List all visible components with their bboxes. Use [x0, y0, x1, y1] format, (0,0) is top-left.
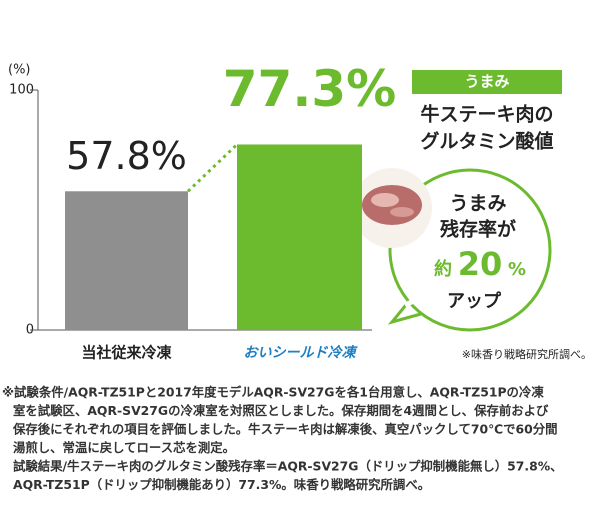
bubble-text: アップ	[447, 290, 502, 312]
value-label: 57.8%	[66, 134, 187, 178]
source: ※味香り戦略研究所調べ。	[462, 347, 592, 361]
connector	[186, 143, 239, 193]
y-axis-label: (%)	[8, 63, 31, 78]
bubble-unit: %	[508, 259, 526, 280]
x-tick-label: おいシールド冷凍	[244, 344, 359, 361]
footnote-line: 保存後にそれぞれの項目を評価しました。牛ステーキ肉は解凍後、真空パックして70℃…	[12, 422, 558, 437]
bubble-text: うまみ	[449, 193, 506, 215]
bar	[65, 191, 188, 330]
footnote-line: 試験結果/牛ステーキ肉のグルタミン酸残存率＝AQR-SV27G（ドリップ抑制機能…	[13, 459, 563, 474]
x-tick-label: 当社従来冷凍	[81, 344, 172, 362]
meat-image	[352, 168, 432, 248]
bubble-text: 残存率が	[440, 218, 516, 241]
title-line: グルタミン酸値	[420, 130, 553, 153]
footnote-line: 室を試験区、AQR-SV27Gの冷凍室を対照区としました。保存期間を4週間とし、…	[13, 403, 549, 418]
bubble-prefix: 約	[434, 258, 452, 280]
footnote-line: AQR-TZ51P（ドリップ抑制機能あり）77.3%。味香り戦略研究所調べ。	[13, 477, 430, 492]
bar	[237, 144, 362, 330]
bubble-number: 20	[458, 245, 503, 283]
y-tick-label: 100	[9, 83, 34, 98]
footnote-line: ※試験条件/AQR-TZ51Pと2017年度モデルAQR-SV27Gを各1台用意…	[2, 385, 544, 400]
y-tick-label: 0	[26, 323, 34, 338]
badge: うまみ	[464, 73, 509, 91]
value-label: 77.3%	[223, 60, 396, 118]
bubble-join	[403, 293, 427, 308]
badge-bg	[412, 70, 562, 94]
footnote-line: 湯煎し、常温に戻してロース芯を測定。	[13, 440, 235, 455]
title-line: 牛ステーキ肉の	[420, 103, 553, 126]
